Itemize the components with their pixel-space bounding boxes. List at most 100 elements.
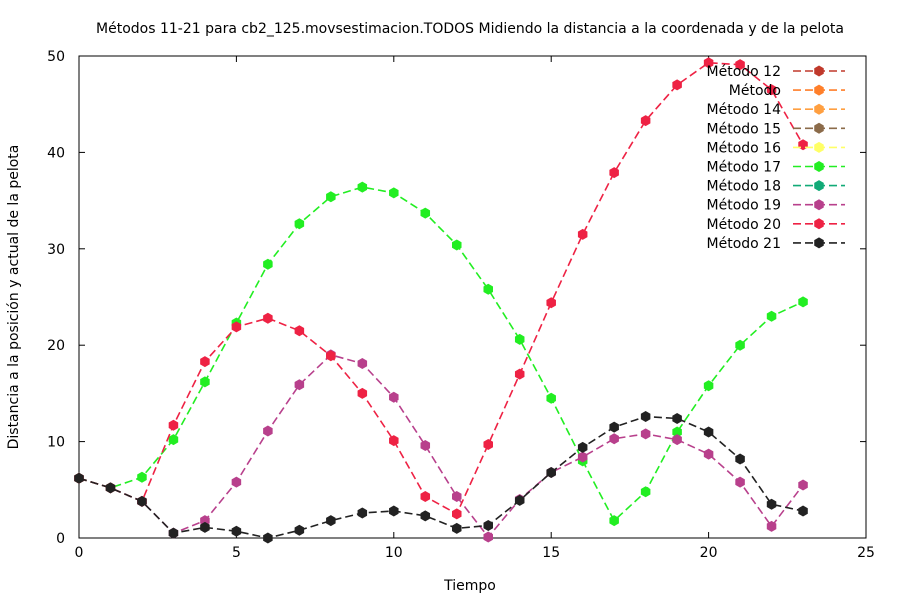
data-point	[672, 79, 682, 91]
data-point	[137, 471, 147, 483]
x-tick-label: 0	[75, 545, 84, 561]
data-point	[263, 258, 273, 270]
legend-swatch-marker	[814, 199, 824, 211]
x-tick-label: 15	[542, 545, 560, 561]
legend-label: Método 19	[707, 198, 781, 214]
legend-swatch-marker	[814, 218, 824, 230]
y-tick-label: 0	[56, 531, 65, 547]
legend-item: Método 19	[707, 198, 845, 214]
data-point	[703, 380, 714, 392]
y-tick-label: 20	[47, 338, 65, 354]
data-point	[200, 356, 210, 368]
data-point	[452, 508, 462, 520]
legend-swatch-marker	[814, 65, 824, 77]
legend-label: Método 15	[707, 121, 781, 137]
y-tick-label: 40	[47, 145, 65, 161]
data-point	[263, 312, 273, 324]
data-point	[420, 439, 431, 451]
legend-label: Método 18	[707, 179, 781, 195]
data-point	[200, 521, 210, 533]
data-point	[326, 350, 336, 362]
data-point	[168, 527, 179, 539]
series-layer	[74, 57, 808, 544]
data-point	[483, 283, 493, 295]
data-point	[640, 486, 651, 498]
legend-item: Método	[729, 83, 845, 99]
data-point	[735, 453, 745, 465]
data-point	[703, 448, 714, 460]
data-point	[798, 296, 808, 308]
data-point	[168, 434, 179, 446]
data-point	[294, 218, 305, 230]
data-point	[326, 515, 336, 527]
data-point	[514, 368, 525, 380]
x-tick-label: 25	[857, 545, 875, 561]
data-point	[420, 491, 431, 503]
plot-frame	[78, 55, 867, 539]
y-axis-label: Distancia a la posición y actual de la p…	[6, 145, 22, 450]
legend: Método 12 Método Método 14 Método 15 Método …	[707, 64, 845, 252]
legend-swatch-marker	[814, 84, 824, 96]
legend-label: Método 21	[707, 236, 781, 252]
data-point	[577, 451, 588, 463]
series-line	[78, 186, 804, 522]
legend-item: Método 15	[707, 121, 845, 137]
data-point	[609, 515, 619, 527]
data-point	[483, 519, 493, 531]
legend-item: Método 17	[707, 160, 845, 176]
series-10	[74, 411, 808, 544]
legend-label: Método	[729, 83, 781, 99]
data-point	[389, 435, 399, 447]
data-point	[735, 59, 745, 71]
data-point	[766, 520, 777, 532]
x-tick-label: 10	[385, 545, 403, 561]
data-point	[577, 441, 588, 453]
data-point	[640, 428, 651, 440]
series-line	[78, 415, 804, 539]
x-tick-label: 5	[232, 545, 241, 561]
legend-item: Método 18	[707, 179, 845, 195]
series-6	[74, 181, 808, 527]
axis-ticks: 0 5 10 15 20 25 0 10 20 30 40 50	[47, 49, 875, 561]
data-point	[452, 239, 462, 251]
data-point	[74, 472, 84, 484]
data-point	[798, 479, 808, 491]
data-point	[294, 524, 305, 536]
legend-swatch-marker	[814, 180, 824, 192]
data-point	[357, 507, 368, 519]
data-point	[703, 426, 714, 438]
y-tick-label: 10	[47, 435, 65, 451]
data-point	[672, 434, 682, 446]
data-point	[389, 187, 399, 199]
data-point	[263, 425, 273, 437]
x-axis-label: Tiempo	[443, 578, 496, 594]
legend-swatch-marker	[814, 141, 824, 153]
legend-item: Método 14	[707, 102, 845, 118]
data-point	[514, 333, 525, 345]
data-point	[389, 391, 399, 403]
data-point	[609, 167, 619, 179]
series-line	[78, 353, 804, 539]
data-point	[105, 482, 116, 494]
legend-item: Método 12	[707, 64, 845, 80]
data-point	[766, 498, 777, 510]
data-point	[514, 494, 525, 506]
legend-label: Método 12	[707, 64, 781, 80]
data-point	[231, 476, 242, 488]
data-point	[735, 339, 745, 351]
legend-swatch-marker	[814, 161, 824, 172]
data-point	[640, 411, 651, 423]
data-point	[766, 310, 777, 322]
data-point	[798, 505, 808, 517]
data-point	[672, 426, 682, 438]
data-point	[452, 491, 462, 503]
series-line	[78, 61, 804, 516]
data-point	[546, 466, 556, 478]
data-point	[357, 181, 368, 193]
data-point	[483, 438, 493, 450]
data-point	[452, 522, 462, 534]
legend-swatch-marker	[814, 237, 824, 249]
data-point	[672, 412, 682, 424]
legend-label: Método 16	[707, 140, 782, 156]
